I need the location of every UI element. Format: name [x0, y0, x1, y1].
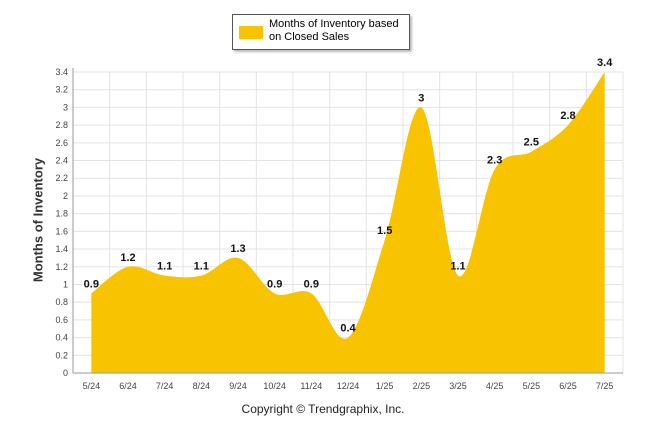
- y-tick-label: 3: [63, 102, 68, 112]
- x-tick-labels: 5/24 6/24 7/24 8/24 9/24 10/24 11/24 12/24 1/25 2…: [83, 381, 614, 391]
- y-tick-labels: 0 0.2 0.4 0.6 0.8 1 1.2 1.4 1.6 1.8 2 2.2 2.4 2.6 2.8 3…: [55, 67, 68, 378]
- data-label: 1.5: [377, 225, 392, 237]
- y-tick-label: 0.8: [55, 297, 68, 307]
- y-tick-label: 2.2: [55, 173, 68, 183]
- axes: [72, 68, 623, 374]
- y-axis-label: Months of Inventory: [30, 157, 46, 283]
- x-tick-label: 4/25: [486, 381, 504, 391]
- x-tick-label: 6/25: [559, 381, 577, 391]
- data-labels: 0.9 1.2 1.1 1.1 1.3 0.9 0.9 0.4 1.5 3 1.1 2.3 2.5 2.8…: [84, 57, 614, 335]
- x-tick-label: 10/24: [263, 381, 286, 391]
- copyright-text: Copyright © Trendgraphix, Inc.: [241, 402, 405, 416]
- x-tick-label: 9/24: [229, 381, 247, 391]
- series-area: [91, 72, 605, 373]
- data-label: 3.4: [597, 57, 613, 69]
- x-tick-label: 5/24: [83, 381, 101, 391]
- data-label: 3: [418, 92, 424, 104]
- y-tick-label: 0.4: [55, 333, 68, 343]
- y-tick-label: 2: [63, 191, 68, 201]
- data-label: 2.8: [560, 110, 575, 122]
- x-tick-label: 7/25: [596, 381, 614, 391]
- data-label: 1.1: [157, 261, 172, 273]
- y-tick-label: 2.6: [55, 138, 68, 148]
- y-tick-label: 1: [63, 279, 68, 289]
- y-tick-label: 1.6: [55, 226, 68, 236]
- data-label: 2.3: [487, 154, 502, 166]
- y-tick-label: 1.4: [55, 244, 68, 254]
- legend-label: Months of Inventory based on Closed Sale…: [269, 18, 399, 43]
- y-tick-label: 1.8: [55, 209, 68, 219]
- data-label: 2.5: [524, 137, 539, 149]
- y-tick-label: 2.4: [55, 156, 68, 166]
- x-tick-label: 11/24: [300, 381, 322, 391]
- data-label: 0.9: [304, 278, 319, 290]
- legend: Months of Inventory based on Closed Sale…: [232, 14, 410, 50]
- y-tick-label: 3.2: [55, 85, 68, 95]
- data-label: 0.9: [267, 278, 282, 290]
- data-label: 1.3: [230, 243, 245, 255]
- y-tick-label: 0.6: [55, 315, 68, 325]
- legend-swatch: [239, 26, 263, 39]
- y-tick-label: 0.2: [55, 350, 68, 360]
- y-tick-label: 0: [63, 368, 68, 378]
- x-tick-label: 12/24: [337, 381, 360, 391]
- data-label: 1.1: [194, 261, 209, 273]
- x-tick-label: 3/25: [449, 381, 467, 391]
- x-tick-label: 1/25: [376, 381, 394, 391]
- data-label: 1.2: [120, 252, 135, 264]
- x-tick-label: 6/24: [119, 381, 137, 391]
- y-tick-label: 3.4: [55, 67, 68, 77]
- x-tick-label: 2/25: [413, 381, 431, 391]
- x-tick-label: 7/24: [156, 381, 174, 391]
- data-label: 1.1: [450, 261, 465, 273]
- data-label: 0.9: [84, 278, 99, 290]
- y-tick-label: 1.2: [55, 262, 68, 272]
- x-tick-label: 8/24: [193, 381, 211, 391]
- y-tick-label: 2.8: [55, 120, 68, 130]
- area-fill: [91, 72, 605, 373]
- data-label: 0.4: [340, 323, 356, 335]
- x-tick-label: 5/25: [523, 381, 541, 391]
